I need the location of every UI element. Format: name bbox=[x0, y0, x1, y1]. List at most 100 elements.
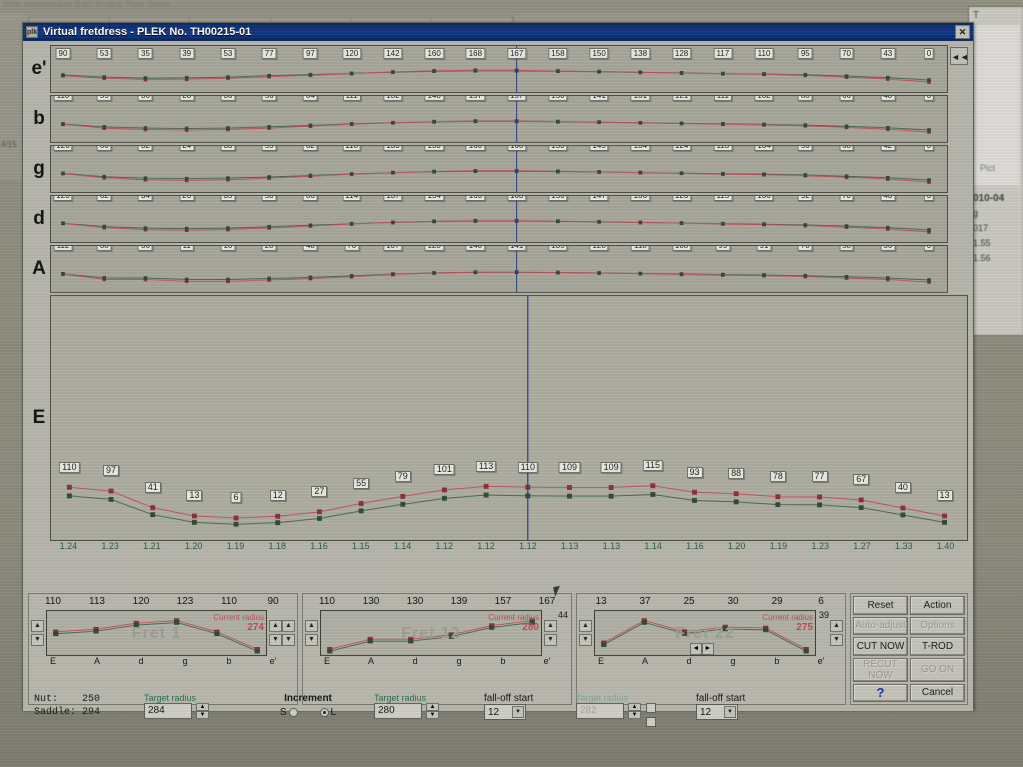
background-list-item: g bbox=[973, 208, 979, 218]
fret-value-tag: 84 bbox=[302, 96, 318, 101]
radio-icon[interactable] bbox=[288, 708, 298, 717]
data-point bbox=[275, 513, 281, 519]
options-button: Options bbox=[910, 616, 965, 635]
data-point bbox=[143, 126, 148, 130]
fret-1-current-radius: Current radius 274 bbox=[213, 613, 264, 633]
data-point bbox=[762, 122, 766, 127]
close-icon[interactable]: ✕ bbox=[955, 25, 970, 39]
data-point bbox=[432, 69, 436, 73]
falloff-select-left[interactable]: 12 ▼ bbox=[484, 704, 526, 720]
fret-value-tag: 32 bbox=[138, 146, 153, 151]
stepper-down-icon[interactable]: ▼ bbox=[579, 634, 592, 646]
stepper-down-icon[interactable]: ▼ bbox=[305, 634, 318, 646]
fret-value-tag: 126 bbox=[671, 196, 692, 201]
string-label-E: E bbox=[32, 407, 46, 428]
string-label-g: g bbox=[33, 158, 45, 179]
reset-button[interactable]: Reset bbox=[853, 596, 908, 615]
data-point bbox=[349, 221, 354, 226]
data-point bbox=[143, 76, 148, 80]
option-checkbox-2[interactable] bbox=[646, 717, 656, 727]
data-point bbox=[214, 631, 220, 637]
string-plot-A[interactable]: 112 38 36 11 10 28 48 76 107 128 140 141 135 128 118 10… bbox=[50, 245, 948, 293]
stepper-up-icon[interactable]: ▲ bbox=[426, 703, 439, 711]
stepper-up-icon[interactable]: ▲ bbox=[628, 703, 641, 711]
stepper-up-icon[interactable]: ▲ bbox=[305, 620, 318, 632]
fret-22-right-stepper[interactable]: ▲ ▼ bbox=[830, 610, 843, 656]
target-radius-stepper-2[interactable]: ▲ ▼ bbox=[426, 703, 439, 719]
target-radius-input-2[interactable]: 280 bbox=[374, 703, 422, 719]
e-string-plot[interactable]: 110 97 41 13 6 12 27 55 79 101 113 110 109 109 115 93 88… bbox=[50, 295, 968, 541]
stepper-up-icon[interactable]: ▲ bbox=[269, 620, 282, 632]
strip-svg bbox=[61, 196, 931, 242]
e-fret-value-tag: 109 bbox=[558, 461, 580, 473]
data-point bbox=[102, 224, 107, 229]
stepper-up-icon[interactable]: ▲ bbox=[830, 620, 843, 632]
chevron-down-icon[interactable]: ▼ bbox=[512, 706, 524, 718]
fret-12-graph[interactable]: Fret 12 Current radius 280 bbox=[320, 610, 542, 656]
data-point bbox=[226, 176, 230, 180]
increment-radio-large[interactable]: L bbox=[319, 707, 336, 718]
cut-now-button[interactable]: CUT NOW bbox=[853, 637, 908, 656]
stepper-up-icon[interactable]: ▲ bbox=[282, 620, 295, 632]
nut-row: Nut: 250 bbox=[34, 693, 132, 706]
rewind-button[interactable]: ◄◄ bbox=[950, 47, 969, 65]
fret-value-tag: 110 bbox=[53, 96, 73, 101]
string-strips-container: e' 90 53 35 39 53 77 97 120 142 160 168 167 158 150 138… bbox=[28, 45, 969, 293]
data-point bbox=[226, 126, 230, 130]
string-plot-e'[interactable]: 90 53 35 39 53 77 97 120 142 160 168 167 158 150 138 12… bbox=[50, 45, 948, 93]
target-radius-stepper-3[interactable]: ▲ ▼ bbox=[628, 703, 641, 719]
t-rod-button[interactable]: T-ROD bbox=[910, 637, 965, 656]
cancel-button[interactable]: Cancel bbox=[910, 683, 965, 702]
target-radius-input-1[interactable]: 284 bbox=[144, 703, 192, 719]
stepper-up-icon[interactable]: ▲ bbox=[543, 620, 557, 632]
stepper-down-icon[interactable]: ▼ bbox=[196, 711, 209, 719]
option-checkbox-1[interactable] bbox=[646, 703, 656, 713]
series-line bbox=[62, 271, 930, 283]
fret-1-graph[interactable]: Fret 1 Current radius 274 bbox=[46, 610, 267, 656]
data-point bbox=[844, 124, 849, 129]
fret-value-tag: 88 bbox=[797, 96, 813, 101]
nut-label: Nut: bbox=[34, 694, 59, 705]
data-point bbox=[927, 178, 931, 182]
arrow-left-icon[interactable]: ◄ bbox=[689, 643, 702, 655]
fret-string-label: b bbox=[226, 656, 232, 666]
falloff-select-right[interactable]: 12 ▼ bbox=[696, 704, 738, 720]
string-plot-d[interactable]: 123 62 34 26 35 58 86 114 137 154 163 163 156 147 136 1… bbox=[50, 195, 948, 243]
fret-12-right-stepper[interactable]: ▲ ▼ bbox=[543, 610, 557, 656]
stepper-up-icon[interactable]: ▲ bbox=[31, 620, 44, 632]
fret-header-value: 37 bbox=[639, 596, 651, 607]
arrow-right-icon[interactable]: ► bbox=[701, 643, 714, 655]
data-point bbox=[721, 221, 725, 226]
increment-radio-small[interactable]: S bbox=[280, 707, 298, 718]
stepper-down-icon[interactable]: ▼ bbox=[282, 634, 295, 646]
data-point bbox=[638, 70, 643, 75]
fret-1-right-stepper[interactable]: ▲ ▼ bbox=[269, 610, 282, 656]
stepper-down-icon[interactable]: ▼ bbox=[830, 634, 843, 646]
stepper-down-icon[interactable]: ▼ bbox=[628, 711, 641, 719]
data-point bbox=[61, 171, 65, 176]
string-plot-g[interactable]: 120 60 32 24 33 55 82 110 133 150 160 160 153 145 134 1… bbox=[50, 145, 948, 193]
chevron-down-icon[interactable]: ▼ bbox=[724, 706, 736, 718]
fret-1-extra-stepper[interactable]: ▲ ▼ bbox=[282, 610, 295, 656]
data-point bbox=[927, 78, 931, 82]
window-titlebar[interactable]: plk Virtual fretdress - PLEK No. TH00215… bbox=[23, 23, 973, 41]
fret-12-left-stepper[interactable]: ▲ ▼ bbox=[305, 610, 318, 656]
fret-1-left-stepper[interactable]: ▲ ▼ bbox=[31, 610, 44, 656]
stepper-down-icon[interactable]: ▼ bbox=[269, 634, 282, 646]
fret-22-nudge-arrows[interactable]: ◄ ► bbox=[689, 643, 714, 655]
stepper-down-icon[interactable]: ▼ bbox=[31, 634, 44, 646]
e-fret-value-tag: 115 bbox=[642, 460, 663, 472]
action-button[interactable]: Action bbox=[910, 596, 965, 615]
fret-header-value: 110 bbox=[221, 596, 237, 607]
stepper-up-icon[interactable]: ▲ bbox=[196, 703, 209, 711]
stepper-down-icon[interactable]: ▼ bbox=[426, 711, 439, 719]
string-plot-b[interactable]: 110 55 36 28 36 56 84 111 132 148 157 157 150 141 131 1… bbox=[50, 95, 948, 143]
target-radius-stepper-1[interactable]: ▲ ▼ bbox=[196, 703, 209, 719]
help-button[interactable]: ? bbox=[853, 683, 908, 702]
stepper-up-icon[interactable]: ▲ bbox=[579, 620, 592, 632]
stepper-down-icon[interactable]: ▼ bbox=[543, 634, 557, 646]
e-fret-value-tag: 77 bbox=[811, 471, 828, 483]
series-line bbox=[329, 622, 533, 652]
fret-22-left-stepper[interactable]: ▲ ▼ bbox=[579, 610, 592, 656]
radio-icon[interactable] bbox=[319, 708, 329, 717]
